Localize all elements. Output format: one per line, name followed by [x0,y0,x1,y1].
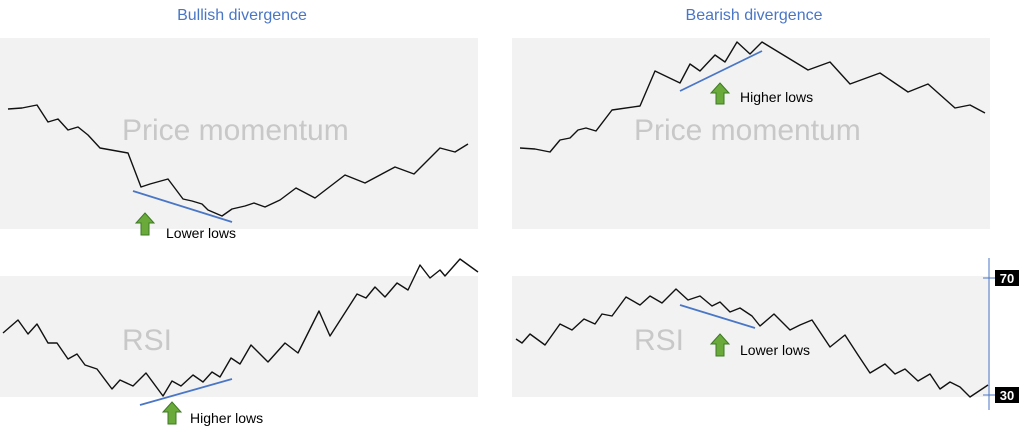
watermark-tl: Price momentum [122,114,349,147]
bearish-title: Bearish divergence [685,7,823,24]
bullish-title: Bullish divergence [177,7,307,24]
rsi-series-bearish [515,288,989,398]
label-tl: Lower lows [166,225,236,241]
up-arrow-icon [161,401,183,425]
panel-bullish-price [0,38,478,229]
trendline-bl [139,378,233,406]
rsi-lower-badge [995,387,1019,403]
trendline-tl [132,190,233,223]
rsi-upper-badge [995,270,1019,286]
label-tr: Higher lows [740,89,813,105]
label-bl: Higher lows [190,410,263,426]
panel-bullish-rsi [0,276,478,397]
up-arrow-icon [134,212,156,236]
watermark-bl: RSI [122,324,172,357]
up-arrow-icon [709,82,731,105]
price-series-bearish [519,41,986,153]
watermark-tr: Price momentum [634,114,861,147]
watermark-br: RSI [634,324,684,357]
panel-bearish-price [512,38,990,229]
trendline-tr [679,50,763,92]
trendline-br [679,304,756,329]
rsi-upper-value: 70 [1000,271,1014,286]
price-series-bullish [7,104,469,217]
panel-bearish-rsi [512,276,990,397]
label-br: Lower lows [740,342,810,358]
rsi-lower-value: 30 [1000,388,1014,403]
rsi-series-bullish [2,258,479,397]
up-arrow-icon [709,333,731,357]
